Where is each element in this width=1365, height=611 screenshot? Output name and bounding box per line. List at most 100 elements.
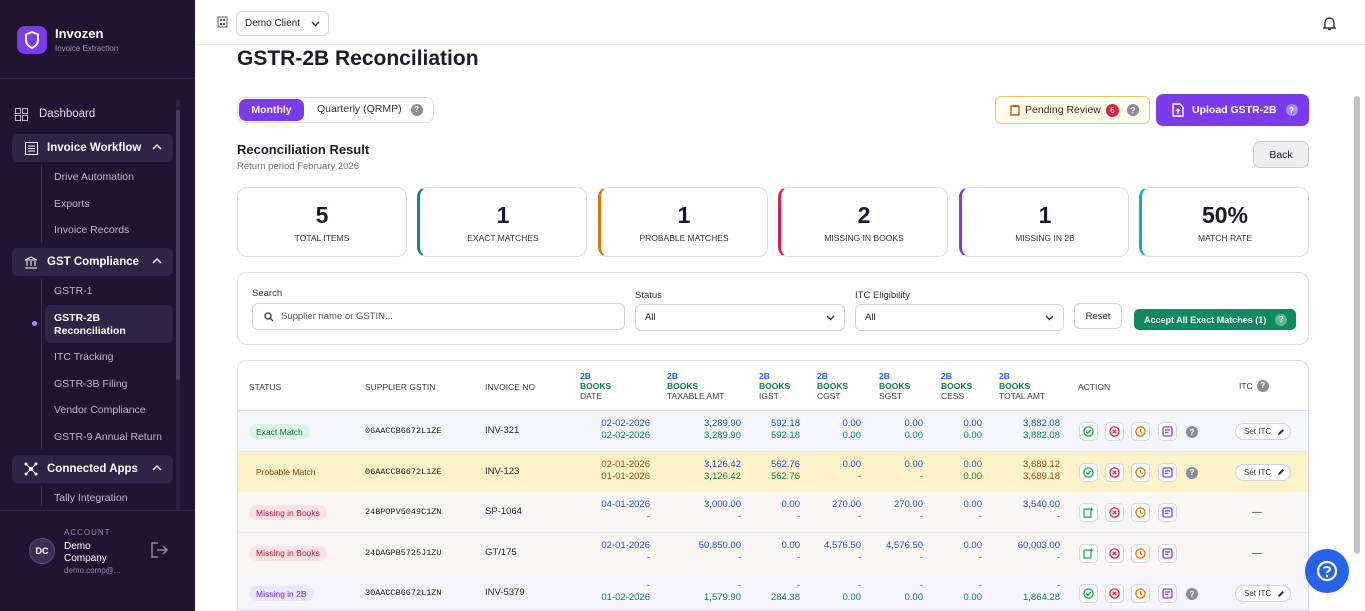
help-icon[interactable]: ? <box>1186 588 1198 600</box>
pending-button[interactable] <box>1131 584 1150 603</box>
note-button[interactable] <box>1158 543 1177 563</box>
note-button[interactable] <box>1158 422 1177 441</box>
avatar[interactable]: DC <box>29 538 55 564</box>
search-input[interactable]: Supplier name or GSTIN... <box>252 303 625 330</box>
main-scrollbar[interactable] <box>1354 96 1360 554</box>
set-itc-button[interactable]: Set ITC <box>1235 423 1291 440</box>
help-icon[interactable]: ? <box>1275 313 1288 326</box>
sidebar-item-drive-automation[interactable]: Drive Automation <box>54 171 134 183</box>
col-taxable: 2B BOOKS TAXABLE AMT <box>667 371 724 401</box>
set-itc-button[interactable]: Set ITC <box>1235 463 1291 481</box>
note-icon <box>1162 426 1173 437</box>
help-icon[interactable]: ? <box>1256 380 1269 392</box>
sidebar-item-gstr9-annual-return[interactable]: GSTR-9 Annual Return <box>54 431 162 443</box>
reject-button[interactable] <box>1105 584 1124 603</box>
table-row[interactable]: Missing in Books 24DAGPB5725J1ZU GT/175 02-… <box>238 532 1308 574</box>
status-select[interactable]: All <box>635 304 845 331</box>
pending-button[interactable] <box>1131 503 1150 522</box>
search-placeholder: Supplier name or GSTIN... <box>281 311 393 322</box>
table-row[interactable]: Missing in 2B 30AACCB6672L1ZN INV-5379-01-… <box>238 573 1308 610</box>
cell-igst: 0.00- <box>750 540 801 564</box>
pending-count-badge: 6 <box>1105 103 1119 117</box>
value-books: - <box>857 470 861 482</box>
value-2b: 0.00 <box>842 458 862 470</box>
sidebar-item-tally-integration[interactable]: Tally Integration <box>54 492 128 504</box>
reset-button[interactable]: Reset <box>1074 303 1122 329</box>
table-row[interactable]: Exact Match 06AACCB6672L1ZE INV-321 02-02-2… <box>238 411 1308 452</box>
pending-button[interactable] <box>1131 462 1150 482</box>
back-button[interactable]: Back <box>1253 141 1309 168</box>
value-2b: - <box>978 580 982 591</box>
invoice-no: SP-1064 <box>485 506 522 517</box>
pencil-icon <box>1278 469 1285 475</box>
sidebar-group-gst-compliance[interactable]: GST Compliance <box>12 248 173 276</box>
pending-button[interactable] <box>1131 422 1150 441</box>
toggle-monthly[interactable]: Monthly <box>239 99 304 121</box>
sidebar-item-invoice-records[interactable]: Invoice Records <box>54 224 130 236</box>
note-icon <box>1162 466 1173 478</box>
value-books: - <box>737 511 741 522</box>
set-itc-button[interactable]: Set ITC <box>1235 585 1291 602</box>
accept-button[interactable] <box>1079 584 1098 603</box>
value-books: 0.00 <box>963 430 983 441</box>
itc-eligibility-select[interactable]: All <box>855 304 1064 331</box>
note-button[interactable] <box>1158 503 1177 522</box>
sidebar-item-gstr2b-reconciliation[interactable]: GSTR-2B Reconciliation <box>54 312 126 338</box>
sidebar-item-itc-tracking[interactable]: ITC Tracking <box>54 351 114 363</box>
cell-cess: 0.00 0.00 <box>934 459 983 483</box>
help-icon[interactable]: ? <box>1186 466 1198 479</box>
cell-date: 02-02-2026 02-02-2026 <box>540 418 650 442</box>
reject-icon <box>1109 507 1120 518</box>
sidebar-group-connected-apps[interactable]: Connected Apps <box>12 455 173 483</box>
toggle-quarterly[interactable]: Quarterly (QRMP) ? <box>317 103 423 116</box>
help-icon[interactable]: ? <box>410 103 423 116</box>
sidebar-item-gstr1[interactable]: GSTR-1 <box>54 285 93 297</box>
col-date: 2B BOOKS DATE <box>580 371 611 401</box>
reject-button[interactable] <box>1105 543 1124 563</box>
pending-button[interactable] <box>1131 543 1150 563</box>
note-button[interactable] <box>1158 462 1177 482</box>
reject-button[interactable] <box>1105 462 1124 482</box>
help-icon[interactable]: ? <box>1186 426 1198 438</box>
logout-icon[interactable] <box>150 541 170 559</box>
value-2b: 562.76 <box>770 458 800 470</box>
sidebar-scroll-thumb[interactable] <box>176 110 180 380</box>
cell-total: 60,003.00- <box>992 540 1060 564</box>
bell-icon[interactable] <box>1323 16 1336 31</box>
add-to-books-button[interactable] <box>1079 503 1098 522</box>
table-row[interactable]: Missing in Books 24BPOPV5049C1ZN SP-1064 04… <box>238 492 1308 533</box>
upload-gstr2b-button[interactable]: Upload GSTR-2B ? <box>1156 94 1309 126</box>
cell-cess: 0.00- <box>934 540 983 564</box>
reject-button[interactable] <box>1105 503 1124 522</box>
add-to-books-button[interactable] <box>1079 543 1098 563</box>
supplier-gstin: 06AACCB6672L1ZE <box>365 426 442 436</box>
help-icon[interactable]: ? <box>1126 104 1139 116</box>
help-fab-button[interactable] <box>1305 549 1349 593</box>
cell-date: 02-01-2026 01-01-2026 <box>540 459 650 483</box>
note-button[interactable] <box>1158 584 1177 603</box>
value-books: 01-01-2026 <box>601 470 650 482</box>
reject-button[interactable] <box>1105 422 1124 441</box>
accept-button[interactable] <box>1079 422 1098 441</box>
pending-review-button[interactable]: Pending Review 6 ? <box>995 96 1150 124</box>
value-2b: 50,850.00 <box>698 539 741 551</box>
sidebar-item-vendor-compliance[interactable]: Vendor Compliance <box>54 404 146 416</box>
sidebar-group-invoice-workflow[interactable]: Invoice Workflow <box>12 134 173 162</box>
supplier-gstin: 24BPOPV5049C1ZN <box>365 507 442 517</box>
sidebar-item-gstr3b-filing[interactable]: GSTR-3B Filing <box>54 378 128 390</box>
account-divider <box>0 510 195 511</box>
accept-button[interactable] <box>1079 462 1098 482</box>
help-icon[interactable]: ? <box>1285 104 1298 116</box>
cell-igst: 562.76 562.76 <box>750 459 800 483</box>
sidebar-item-exports[interactable]: Exports <box>54 198 90 210</box>
account-label: ACCOUNT <box>64 528 111 537</box>
accept-all-exact-button[interactable]: Accept All Exact Matches (1) ? <box>1134 309 1296 330</box>
value-books: - <box>919 470 923 482</box>
summary-card-label: MISSING IN 2B <box>1015 233 1075 243</box>
set-itc-label: Set ITC <box>1244 467 1272 477</box>
client-select[interactable]: Demo Client <box>236 11 329 36</box>
sidebar-item-dashboard[interactable]: Dashboard <box>13 106 95 122</box>
value-books: - <box>978 511 982 522</box>
reject-icon <box>1109 466 1120 478</box>
table-row[interactable]: Probable Match 06AACCB6672L1ZE INV-123 02-0… <box>238 451 1308 493</box>
